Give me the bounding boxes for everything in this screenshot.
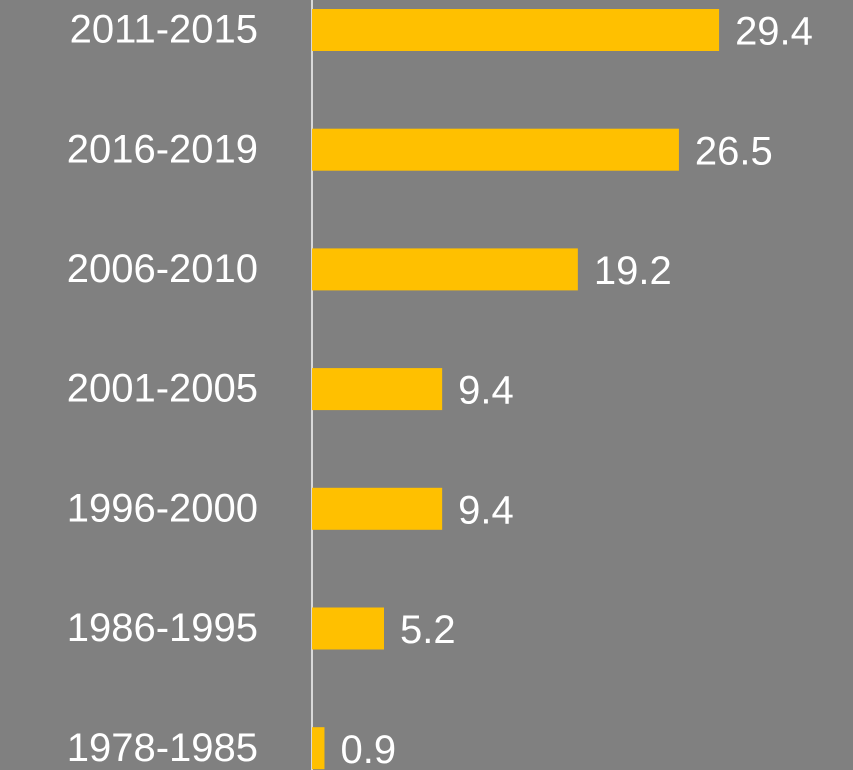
bar <box>312 9 720 51</box>
category-label: 1996-2000 <box>67 486 258 530</box>
bar <box>312 368 443 411</box>
value-label: 5.2 <box>400 608 456 652</box>
category-label: 2011-2015 <box>70 8 258 52</box>
value-label: 19.2 <box>594 249 672 293</box>
value-label: 9.4 <box>458 369 514 413</box>
value-label: 26.5 <box>695 129 773 173</box>
category-label: 2001-2005 <box>67 367 258 411</box>
bar <box>312 487 443 530</box>
category-label: 2006-2010 <box>67 247 258 291</box>
bar <box>312 128 679 171</box>
bar <box>312 248 578 291</box>
category-label: 2016-2019 <box>67 127 258 171</box>
value-label: 9.4 <box>458 488 514 532</box>
category-label: 1986-1995 <box>67 606 258 650</box>
value-label: 0.9 <box>340 728 396 770</box>
category-label: 1978-1985 <box>67 726 258 770</box>
value-label: 29.4 <box>735 10 813 54</box>
bar <box>312 727 325 770</box>
bar <box>312 607 384 650</box>
